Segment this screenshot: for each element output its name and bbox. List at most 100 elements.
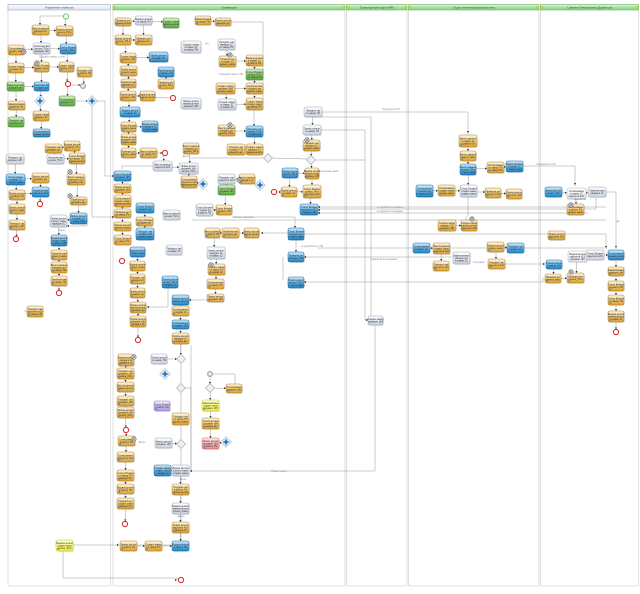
svg-text:Запись детали: Запись детали xyxy=(118,410,134,412)
svg-text:Приём детали: Приём детали xyxy=(549,234,565,236)
svg-text:Внести данные: Внести данные xyxy=(117,385,134,387)
svg-text:Согласование: Согласование xyxy=(8,177,24,179)
svg-text:детали_ТМ в: детали_ТМ в xyxy=(58,548,73,550)
svg-text:по заказу ТМ: по заказу ТМ xyxy=(174,419,188,421)
svg-text:Создать наряд: Создать наряд xyxy=(146,544,162,546)
svg-text:по заказу ТМ: по заказу ТМ xyxy=(116,214,130,216)
svg-text:Создать наряд: Создать наряд xyxy=(183,44,199,46)
svg-text:Проверка дет: Проверка дет xyxy=(115,212,130,214)
svg-text:Внести данные: Внести данные xyxy=(460,154,477,156)
svg-text:Далее: Далее xyxy=(177,515,185,518)
svg-text:Статус Вложен: Статус Вложен xyxy=(196,207,213,209)
svg-text:изделия в АСУ: изделия в АСУ xyxy=(489,264,505,267)
svg-text:детали_ТМ в: детали_ТМ в xyxy=(163,282,178,284)
svg-text:в работе ТМ: в работе ТМ xyxy=(10,196,23,198)
svg-text:замена детали: замена детали xyxy=(461,225,478,227)
svg-text:создать заказ: создать заказ xyxy=(130,253,145,255)
svg-text:замена детали: замена детали xyxy=(173,508,190,510)
svg-text:Внести данные: Внести данные xyxy=(183,146,200,148)
svg-text:Запись детали: Запись детали xyxy=(115,225,131,227)
svg-text:изделия в АСУ: изделия в АСУ xyxy=(173,526,189,529)
svg-text:Приём детали: Приём детали xyxy=(115,187,131,189)
svg-text:Запись детали: Запись детали xyxy=(121,544,137,546)
svg-text:изделия в АСУ: изделия в АСУ xyxy=(33,192,49,195)
svg-text:и выдать дет: и выдать дет xyxy=(248,88,263,90)
svg-text:Приём детали: Приём детали xyxy=(9,193,25,195)
svg-text:наряда в 1С: наряда в 1С xyxy=(131,280,144,282)
svg-text:создать заказ: создать заказ xyxy=(461,193,476,195)
svg-text:детали_ТМ в: детали_ТМ в xyxy=(165,216,180,218)
svg-text:Передать зак: Передать зак xyxy=(173,487,188,489)
svg-text:клиенту заказ: клиенту заказ xyxy=(507,169,522,171)
svg-text:Запись детали: Запись детали xyxy=(173,298,189,300)
svg-text:в сервис 1С: в сервис 1С xyxy=(455,260,468,262)
svg-text:по заказу ТМ: по заказу ТМ xyxy=(196,21,210,23)
svg-text:и выдать дет: и выдать дет xyxy=(72,202,87,204)
svg-text:Статус Вложен: Статус Вложен xyxy=(137,206,154,208)
svg-text:Запись детали: Запись детали xyxy=(546,190,562,192)
svg-text:и выдать дет: и выдать дет xyxy=(47,149,62,151)
svg-text:Создать наряд: Создать наряд xyxy=(439,223,455,225)
svg-text:наряда в 1С: наряда в 1С xyxy=(174,338,187,340)
svg-text:Передача в ТМ: Передача в ТМ xyxy=(383,108,400,111)
svg-text:наряда в 1С: наряда в 1С xyxy=(60,102,73,104)
svg-text:в работе ТМ: в работе ТМ xyxy=(122,547,135,549)
svg-text:Статус Вложен: Статус Вложен xyxy=(60,47,77,49)
svg-text:в сервис 1С: в сервис 1С xyxy=(508,166,521,168)
svg-text:Передать зак: Передать зак xyxy=(9,120,24,122)
svg-text:в сервис 1С: в сервис 1С xyxy=(210,272,223,274)
svg-text:Выдача детали: Выдача детали xyxy=(304,171,321,173)
svg-text:Статус Вложен: Статус Вложен xyxy=(587,253,604,255)
svg-text:детали_ТМ в: детали_ТМ в xyxy=(58,32,73,34)
svg-text:Создать наряд: Создать наряд xyxy=(33,114,49,116)
svg-text:Создать наряд: Создать наряд xyxy=(59,65,75,67)
svg-text:Передний заказ в ТМ: Передний заказ в ТМ xyxy=(219,73,243,76)
svg-text:изделия в АСУ: изделия в АСУ xyxy=(506,194,522,197)
svg-text:документ зЗН: документ зЗН xyxy=(52,243,67,245)
svg-text:клиенту заказ: клиенту заказ xyxy=(218,91,233,93)
svg-text:Статус Вложен: Статус Вложен xyxy=(33,65,50,67)
svg-text:Приём детали: Приём детали xyxy=(121,69,137,71)
svg-text:наряда в 1С: наряда в 1С xyxy=(163,284,176,286)
svg-text:документ зЗН: документ зЗН xyxy=(203,443,218,445)
svg-text:клиенту заказ: клиенту заказ xyxy=(173,421,188,423)
svg-text:и выдать дет: и выдать дет xyxy=(35,87,50,89)
svg-text:документ зЗН: документ зЗН xyxy=(289,258,304,260)
svg-text:и выдать дет: и выдать дет xyxy=(204,426,219,428)
svg-text:детали_ТМ в: детали_ТМ в xyxy=(35,48,50,50)
svg-text:Внести данные: Внести данные xyxy=(204,231,221,233)
svg-text:Проверка дет: Проверка дет xyxy=(116,20,131,22)
svg-text:в работе ТМ: в работе ТМ xyxy=(248,63,261,65)
svg-text:клиенту заказ: клиенту заказ xyxy=(289,236,304,238)
svg-text:и выдать дет: и выдать дет xyxy=(418,191,433,193)
svg-text:документ зЗН: документ зЗН xyxy=(302,212,317,214)
svg-text:наряда в 1С: наряда в 1С xyxy=(209,253,222,255)
svg-text:клиенту заказ: клиенту заказ xyxy=(546,279,561,281)
svg-text:по заказу ТМ: по заказу ТМ xyxy=(609,301,623,303)
svg-text:документ зЗН: документ зЗН xyxy=(10,226,25,228)
svg-text:Передать зак: Передать зак xyxy=(219,42,234,44)
svg-text:Приём детали: Приём детали xyxy=(158,70,174,72)
svg-text:в сервис 1С: в сервис 1С xyxy=(221,107,234,109)
svg-text:наряда в 1С: наряда в 1С xyxy=(248,149,261,151)
svg-text:Доработки: Доработки xyxy=(574,198,586,201)
svg-text:документ зЗН: документ зЗН xyxy=(218,88,233,90)
svg-text:не доработки переданы: не доработки переданы xyxy=(377,210,404,213)
svg-text:клиенту заказ: клиенту заказ xyxy=(115,201,130,203)
svg-text:Создать наряд: Создать наряд xyxy=(247,147,263,149)
svg-text:документ зЗН: документ зЗН xyxy=(570,259,585,261)
svg-text:Приём детали: Приём детали xyxy=(121,137,137,139)
svg-text:Внести данные: Внести данные xyxy=(154,164,171,166)
svg-text:изделия в АСУ: изделия в АСУ xyxy=(155,166,171,169)
svg-text:Приём детали: Приём детали xyxy=(288,280,304,282)
svg-text:наряда в 1С: наряда в 1С xyxy=(131,324,144,326)
svg-text:Выдача детали: Выдача детали xyxy=(51,238,68,240)
svg-text:наряда в 1С: наряда в 1С xyxy=(174,530,187,532)
svg-text:и выдать дет: и выдать дет xyxy=(216,23,231,25)
svg-text:в работе ТМ: в работе ТМ xyxy=(78,73,91,75)
svg-text:Укомплектова: Укомплектова xyxy=(34,46,50,48)
svg-text:Укомплектова: Укомплектова xyxy=(223,231,239,233)
svg-text:Приём детали: Приём детали xyxy=(173,525,189,527)
svg-text:Передать зак: Передать зак xyxy=(138,231,153,233)
svg-text:создать заказ: создать заказ xyxy=(121,128,136,130)
